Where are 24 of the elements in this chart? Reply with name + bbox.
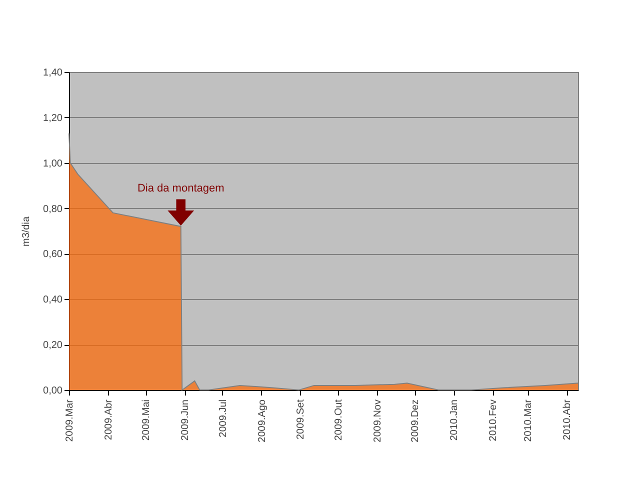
x-tick-label: 2009.Ago — [256, 399, 268, 442]
y-tick-label: 0,00 — [43, 386, 63, 396]
x-tick-label: 2009.Jun — [180, 400, 192, 441]
y-tick-label: 0,60 — [43, 249, 63, 260]
x-tick-label: 2009.Set — [296, 399, 307, 440]
y-tick-label: 1,00 — [43, 158, 63, 170]
x-tick-label: 2010.Fev — [488, 400, 500, 442]
x-tick-label: 2009.Mar — [64, 398, 76, 442]
x-tick-label: 2009.Dez — [410, 400, 422, 442]
y-tick-label: 1,40 — [43, 68, 63, 78]
x-tick-label: 2010.Abr — [562, 398, 574, 440]
y-tick-label: 0,80 — [43, 204, 63, 215]
x-tick-label: 2010.Mar — [523, 398, 534, 442]
y-tick-label: 0,40 — [43, 294, 63, 306]
x-tick-label: 2009.Out — [333, 399, 344, 441]
x-tick-label: 2009.Jul — [218, 400, 229, 438]
x-tick-label: 2009.Nov — [372, 400, 384, 442]
y-tick-label: 1,20 — [43, 112, 63, 124]
x-tick-label: 2009.Mai — [141, 400, 152, 441]
annotation: Dia da montagem — [137, 182, 224, 194]
y-tick-label: 0,20 — [43, 340, 63, 352]
x-tick-label: 2009.Abr — [103, 398, 114, 440]
x-tick-label: 2010.Jan — [449, 400, 460, 441]
y-axis-title: m3/dia — [21, 216, 32, 247]
